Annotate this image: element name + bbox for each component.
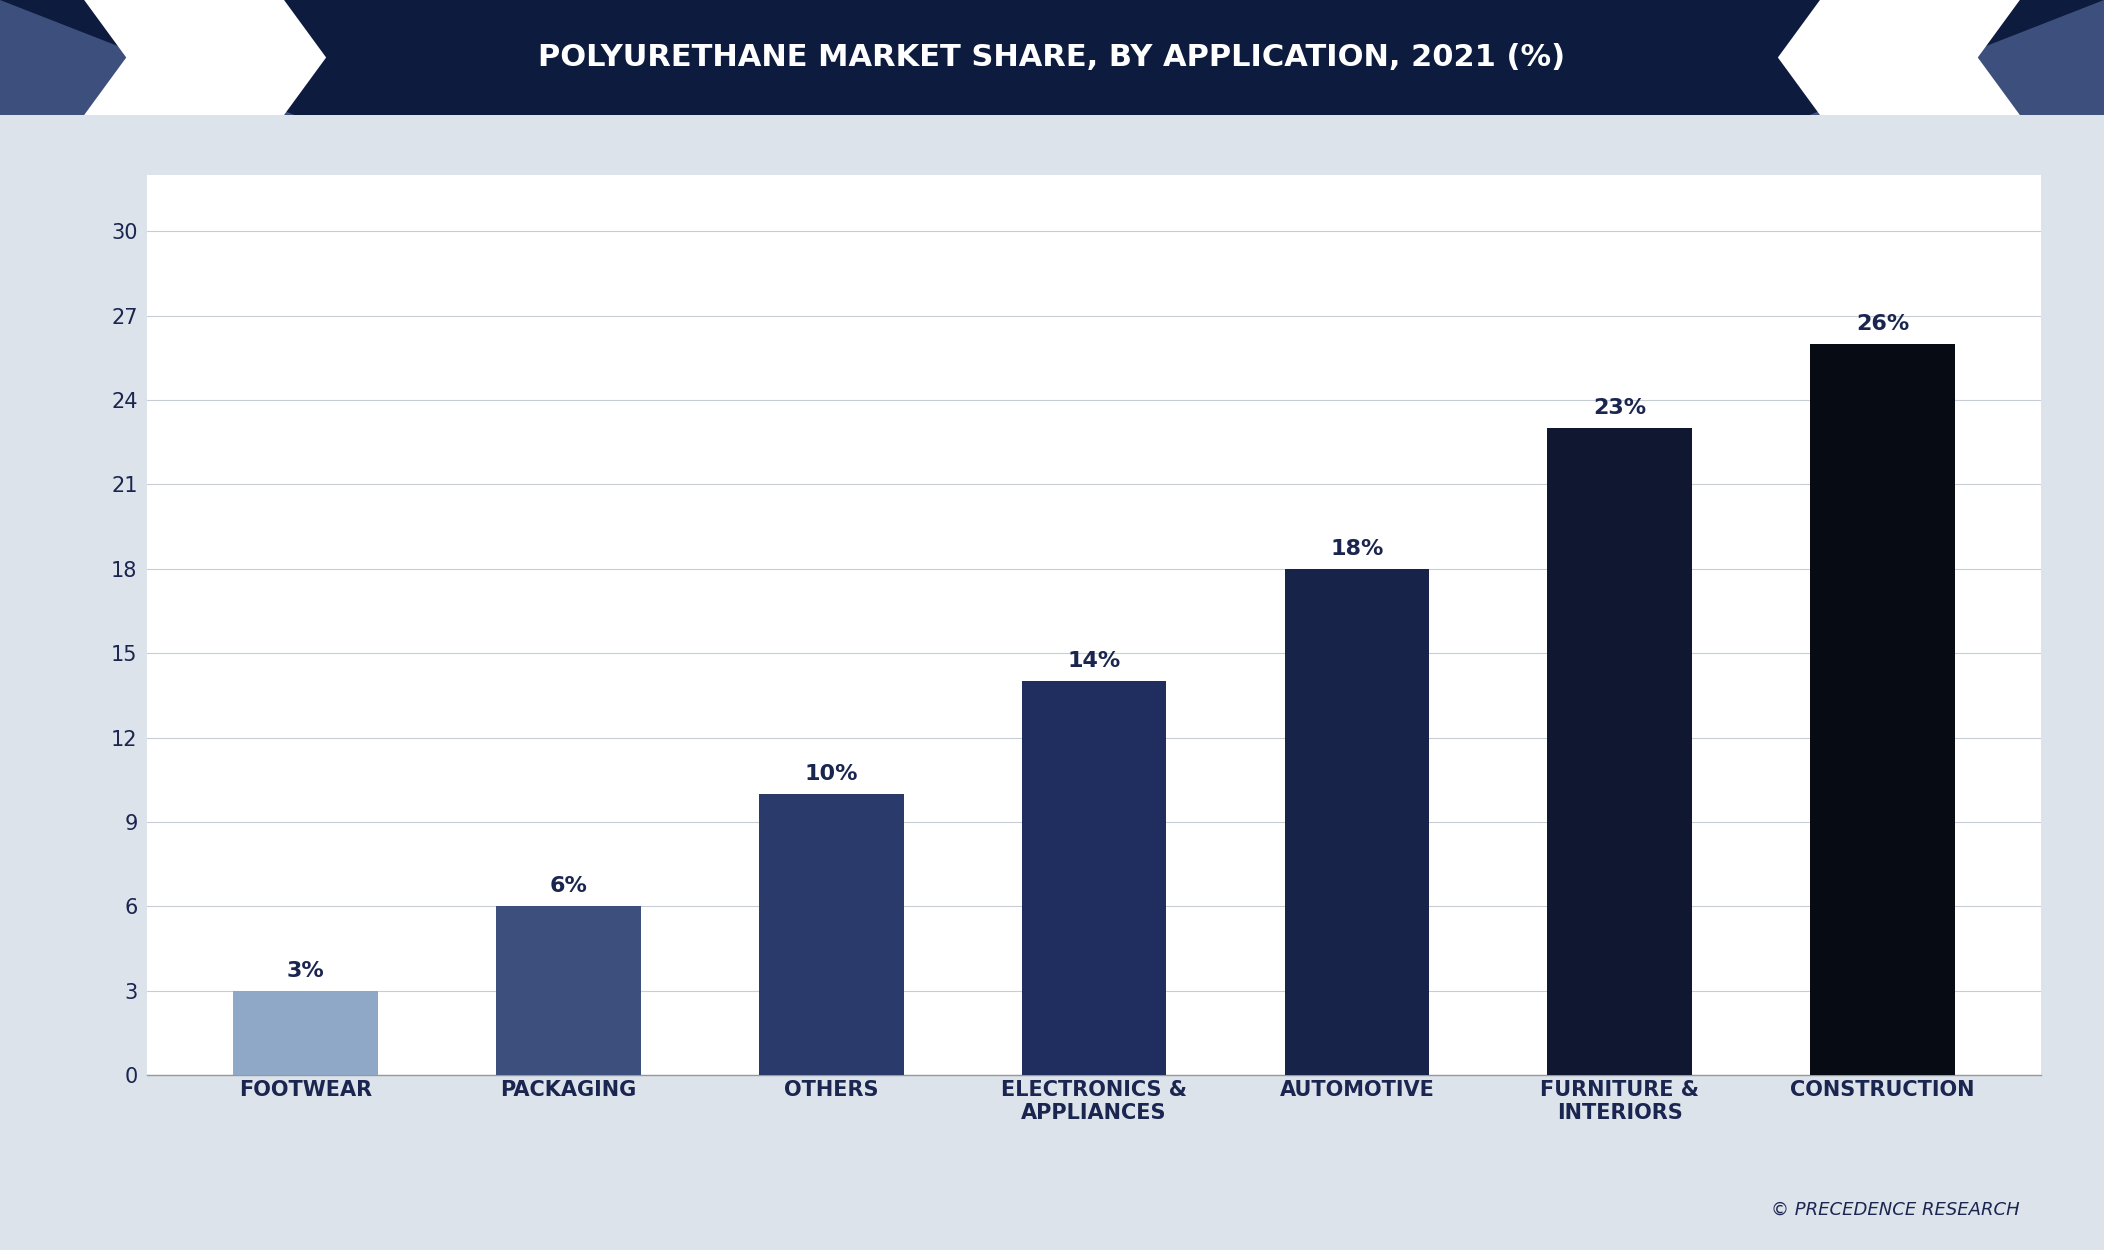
Text: POLYURETHANE MARKET SHARE, BY APPLICATION, 2021 (%): POLYURETHANE MARKET SHARE, BY APPLICATIO… <box>539 42 1565 72</box>
Text: © PRECEDENCE RESEARCH: © PRECEDENCE RESEARCH <box>1772 1201 2020 1219</box>
Bar <box>1023 681 1166 1075</box>
Text: 3%: 3% <box>286 961 324 981</box>
Text: 23%: 23% <box>1593 399 1645 419</box>
Bar <box>234 990 379 1075</box>
Text: 10%: 10% <box>804 764 858 784</box>
Bar <box>497 906 642 1075</box>
Text: 26%: 26% <box>1856 314 1908 334</box>
Bar <box>1286 569 1429 1075</box>
Text: 18%: 18% <box>1330 539 1384 559</box>
Bar <box>760 794 903 1075</box>
Text: 6%: 6% <box>549 876 587 896</box>
Text: 14%: 14% <box>1067 651 1121 671</box>
Bar <box>1546 428 1692 1075</box>
Bar <box>1809 344 1955 1075</box>
